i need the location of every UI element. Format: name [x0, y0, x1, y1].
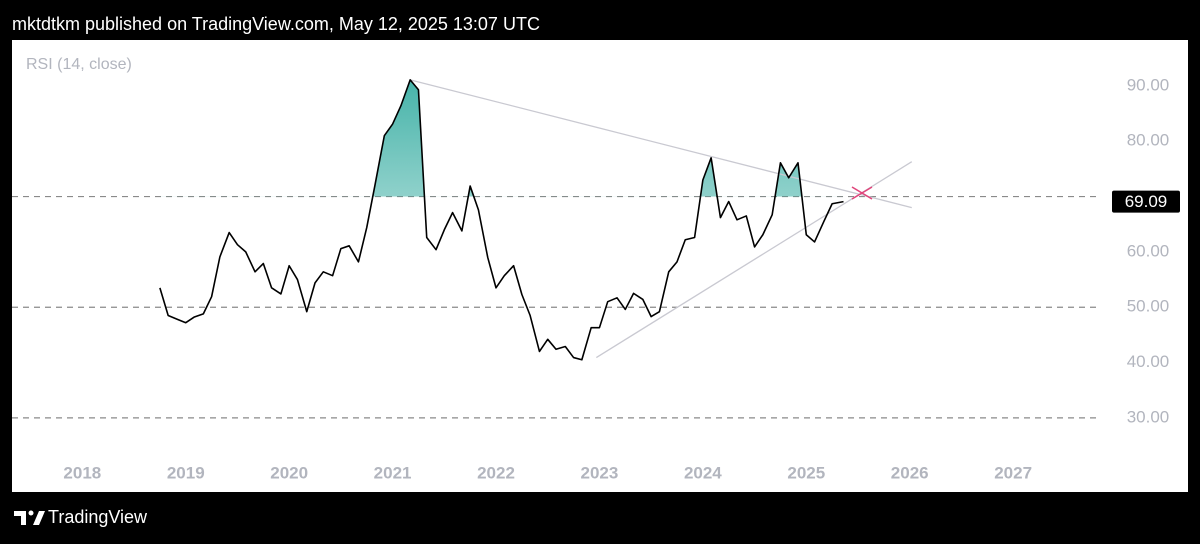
x-tick-label: 2019	[167, 463, 205, 482]
last-value-box	[1112, 190, 1180, 213]
last-value-label: 69.09	[1125, 192, 1168, 211]
x-tick-label: 2018	[63, 463, 101, 482]
trendline	[410, 79, 912, 209]
overbought-fill	[372, 79, 802, 197]
y-tick-label: 60.00	[1127, 241, 1170, 260]
header-text: mktdtkm published on TradingView.com, Ma…	[12, 14, 540, 34]
x-tick-label: 2025	[787, 463, 825, 482]
x-tick-label: 2021	[374, 463, 412, 482]
y-tick-label: 30.00	[1127, 407, 1170, 426]
x-tick-label: 2022	[477, 463, 515, 482]
x-tick-label: 2026	[891, 463, 929, 482]
y-tick-label: 40.00	[1127, 352, 1170, 371]
y-tick-label: 80.00	[1127, 131, 1170, 150]
rsi-line	[159, 79, 844, 361]
chart-panel	[12, 40, 1188, 492]
cross-marker	[851, 186, 873, 200]
y-tick-label: 90.00	[1127, 75, 1170, 94]
overbought-area	[372, 79, 802, 197]
y-tick-label: 50.00	[1127, 297, 1170, 316]
x-tick-label: 2027	[994, 463, 1032, 482]
x-tick-label: 2023	[581, 463, 619, 482]
indicator-title: RSI (14, close)	[26, 56, 132, 73]
x-tick-label: 2024	[684, 463, 722, 482]
brand-logo	[14, 510, 45, 525]
x-tick-label: 2020	[270, 463, 308, 482]
brand-name: TradingView	[48, 507, 148, 527]
